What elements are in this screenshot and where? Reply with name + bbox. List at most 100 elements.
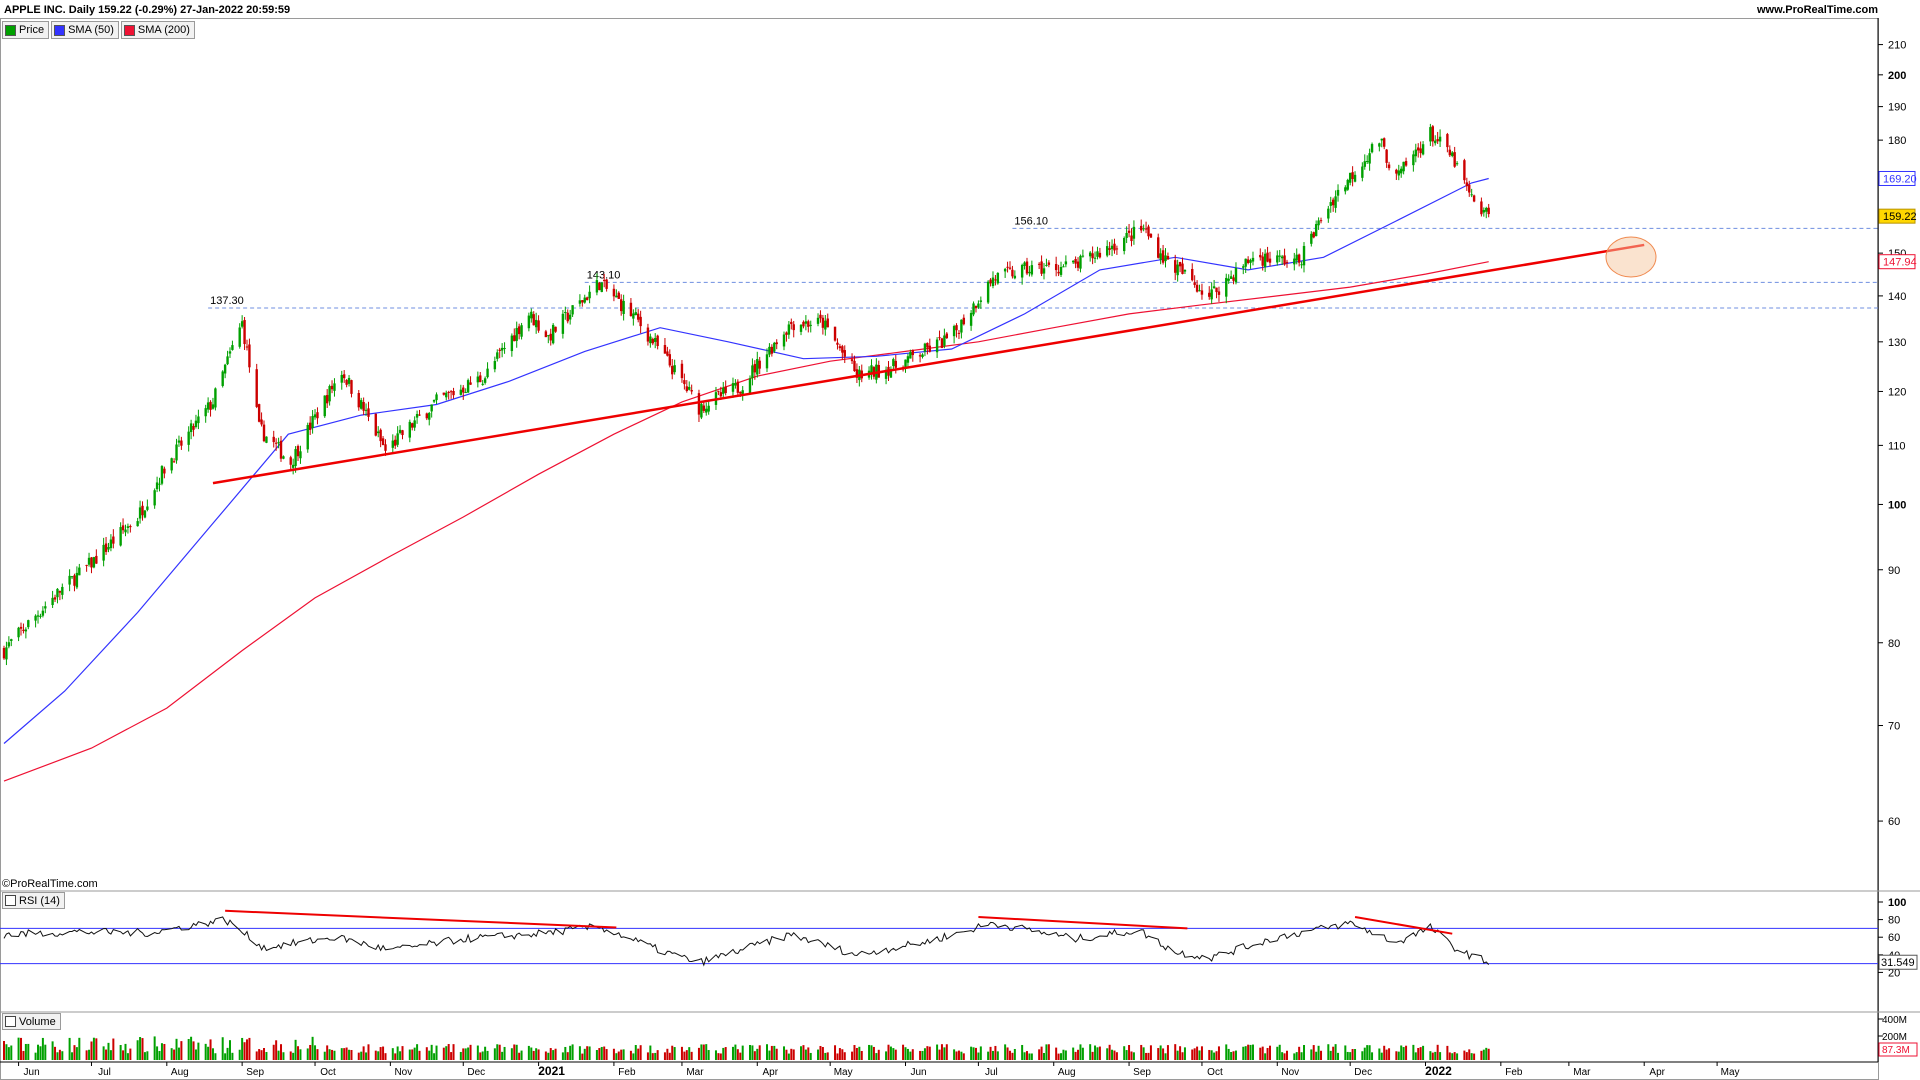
candle-body bbox=[1025, 261, 1029, 274]
candle-body bbox=[226, 356, 229, 365]
candle-body bbox=[1278, 255, 1281, 257]
volume-bar bbox=[5, 1044, 8, 1060]
volume-bar bbox=[530, 1047, 533, 1060]
level-label: 143.10 bbox=[587, 269, 621, 281]
volume-bar bbox=[1159, 1045, 1162, 1060]
volume-bar bbox=[1468, 1049, 1471, 1060]
candle-body bbox=[481, 383, 484, 385]
volume-bar bbox=[768, 1050, 771, 1060]
candle-body bbox=[1370, 144, 1374, 153]
volume-bar bbox=[377, 1051, 380, 1060]
volume-bar bbox=[345, 1047, 348, 1060]
volume-bar bbox=[629, 1050, 632, 1060]
volume-bar bbox=[34, 1052, 37, 1060]
candle-body bbox=[544, 331, 548, 338]
volume-bar bbox=[1179, 1046, 1182, 1060]
volume-bar bbox=[1183, 1047, 1186, 1060]
legend-item-sma50[interactable]: SMA (50) bbox=[51, 21, 119, 39]
volume-bar bbox=[163, 1043, 166, 1060]
volume-bar bbox=[340, 1048, 343, 1060]
candle-body bbox=[1003, 268, 1007, 272]
volume-bar bbox=[588, 1046, 591, 1060]
volume-bar bbox=[1108, 1044, 1111, 1060]
candle-body bbox=[255, 369, 258, 407]
candle-body bbox=[289, 457, 292, 465]
volume-bar bbox=[1115, 1052, 1118, 1060]
time-tick-label: Sep bbox=[1133, 1067, 1151, 1078]
volume-bar bbox=[136, 1040, 139, 1060]
volume-bar bbox=[328, 1049, 331, 1060]
candle-body bbox=[432, 399, 436, 402]
candle-body bbox=[1006, 266, 1009, 268]
volume-bar bbox=[690, 1051, 693, 1060]
volume-bar bbox=[180, 1041, 183, 1060]
volume-bar bbox=[972, 1047, 975, 1060]
rsi-panel-tag[interactable]: RSI (14) bbox=[2, 892, 65, 909]
volume-bar bbox=[1096, 1047, 1099, 1060]
candle-body bbox=[2, 647, 6, 659]
volume-bar bbox=[1383, 1045, 1386, 1060]
candle-body bbox=[126, 526, 130, 528]
legend-item-price[interactable]: Price bbox=[2, 21, 50, 39]
candle-body bbox=[850, 359, 854, 362]
volume-bar bbox=[24, 1043, 27, 1060]
legend-item-sma200[interactable]: SMA (200) bbox=[120, 21, 195, 39]
candle-body bbox=[299, 451, 302, 459]
candle-body bbox=[816, 317, 820, 324]
candle-body bbox=[705, 408, 708, 413]
volume-bar bbox=[408, 1049, 411, 1060]
candle-body bbox=[462, 387, 465, 393]
candle-body bbox=[790, 321, 793, 325]
price-tick-label: 110 bbox=[1888, 440, 1906, 452]
volume-bar bbox=[299, 1049, 302, 1060]
volume-bar bbox=[554, 1048, 557, 1060]
volume-bar bbox=[1293, 1053, 1296, 1060]
volume-bar bbox=[1346, 1051, 1349, 1060]
candle-body bbox=[894, 360, 897, 368]
volume-bar bbox=[51, 1041, 54, 1060]
volume-bar bbox=[498, 1044, 501, 1060]
candle-body bbox=[342, 374, 346, 379]
volume-bar bbox=[792, 1049, 795, 1060]
candle-body bbox=[19, 626, 23, 629]
volume-bar bbox=[1395, 1051, 1398, 1060]
volume-bar bbox=[452, 1044, 455, 1060]
volume-bar bbox=[991, 1050, 994, 1060]
candle-body bbox=[238, 327, 241, 347]
sma50-value-tag-label: 169.20 bbox=[1883, 173, 1917, 185]
volume-bar bbox=[1230, 1051, 1233, 1060]
website-link[interactable]: www.ProRealTime.com bbox=[1756, 4, 1878, 16]
volume-bar bbox=[719, 1053, 722, 1060]
volume-panel-tag[interactable]: Volume bbox=[2, 1013, 61, 1030]
volume-bar bbox=[753, 1051, 756, 1060]
candle-body bbox=[316, 412, 319, 419]
volume-bar bbox=[1436, 1044, 1439, 1060]
volume-bar bbox=[1366, 1045, 1369, 1060]
volume-bar bbox=[877, 1049, 880, 1060]
volume-bar bbox=[1465, 1052, 1468, 1060]
time-tick-label: Nov bbox=[1281, 1067, 1299, 1078]
candle-body bbox=[1276, 255, 1279, 263]
volume-bar bbox=[1485, 1047, 1488, 1060]
candle-body bbox=[1346, 179, 1349, 190]
volume-bar bbox=[807, 1047, 810, 1060]
time-tick-label: Feb bbox=[1505, 1067, 1523, 1078]
candle-body bbox=[1181, 263, 1184, 275]
candle-body bbox=[719, 392, 723, 397]
candle-body bbox=[476, 376, 480, 383]
candle-body bbox=[464, 392, 467, 394]
legend-label: SMA (50) bbox=[68, 24, 114, 36]
volume-bar bbox=[894, 1049, 897, 1060]
volume-bar bbox=[442, 1047, 445, 1060]
candle-body bbox=[425, 413, 429, 419]
volume-bar bbox=[289, 1051, 292, 1060]
volume-bar bbox=[668, 1052, 671, 1060]
candle-body bbox=[833, 326, 837, 341]
volume-bar bbox=[605, 1049, 608, 1060]
candlesticks bbox=[2, 123, 1490, 666]
volume-bar bbox=[1200, 1046, 1203, 1060]
volume-bar bbox=[226, 1047, 229, 1060]
volume-bar bbox=[1140, 1044, 1143, 1060]
volume-bar bbox=[544, 1051, 547, 1060]
